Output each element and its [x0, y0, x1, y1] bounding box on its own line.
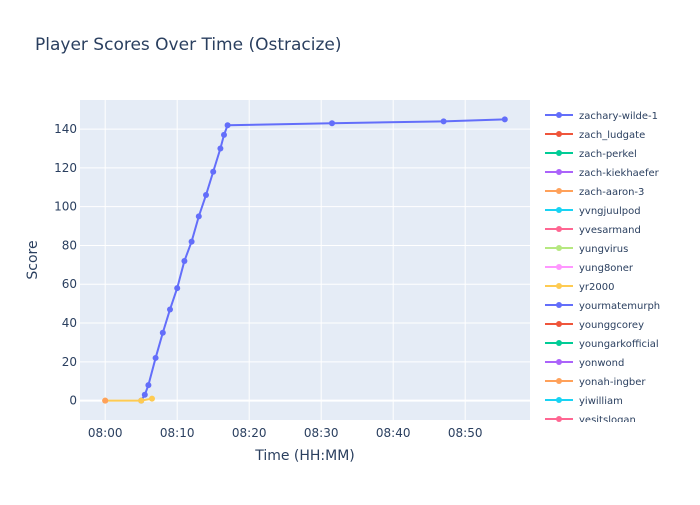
data-point	[203, 192, 209, 199]
legend-item[interactable]: yonah-ingber	[545, 377, 646, 388]
x-tick-label: 08:00	[88, 426, 123, 440]
legend-item[interactable]: zachary-wilde-1	[545, 111, 658, 122]
data-point	[501, 116, 508, 123]
legend-swatch-marker	[556, 359, 562, 365]
legend-swatch-marker	[556, 321, 562, 327]
y-axis-title: Score	[25, 240, 41, 279]
legend-swatch-marker	[556, 150, 562, 156]
series-line	[140, 118, 505, 402]
legend-swatch-marker	[556, 340, 562, 346]
legend-item[interactable]: yung8oner	[545, 263, 634, 274]
legend-swatch-marker	[556, 302, 562, 308]
legend-item[interactable]: zach-perkel	[545, 149, 637, 160]
x-tick-label: 08:10	[160, 426, 195, 440]
y-tick-label: 100	[54, 200, 77, 214]
data-point	[221, 131, 227, 138]
legend-item[interactable]: zach-kiekhaefer	[545, 168, 660, 179]
legend-label: yonwond	[579, 358, 624, 369]
legend-item[interactable]: yonwond	[545, 358, 624, 369]
y-tick-label: 40	[62, 316, 77, 330]
y-tick-label: 60	[62, 277, 77, 291]
data-point	[181, 257, 188, 264]
legend-label: zach_ludgate	[579, 130, 645, 141]
data-point	[102, 397, 109, 404]
legend-swatch-marker	[556, 226, 562, 232]
x-tick-label: 08:30	[304, 426, 339, 440]
data-point	[224, 122, 231, 129]
legend-item[interactable]: youngarkofficial	[545, 339, 659, 350]
legend-item[interactable]: zach-aaron-3	[545, 187, 644, 198]
legend-swatch-marker	[556, 378, 562, 384]
x-tick-label: 08:50	[448, 426, 483, 440]
legend-item[interactable]: yungvirus	[545, 244, 628, 255]
legend-item[interactable]: yesitslogan	[545, 415, 636, 426]
legend-item[interactable]: younggcorey	[545, 320, 644, 331]
data-point	[167, 306, 173, 313]
legend-label: yonah-ingber	[579, 377, 646, 388]
legend-swatch-marker	[556, 397, 562, 403]
legend-swatch-marker	[556, 416, 562, 422]
legend-item[interactable]: yvesarmand	[545, 225, 641, 236]
data-point	[174, 285, 181, 292]
data-point	[138, 397, 145, 404]
legend-item[interactable]: yvngjuulpod	[545, 206, 641, 217]
data-point	[329, 120, 335, 127]
legend-swatch-marker	[556, 264, 562, 270]
series-zachary-wilde-1	[138, 116, 508, 404]
legend-label: yvesarmand	[579, 225, 641, 236]
legend-label: youngarkofficial	[579, 339, 659, 350]
legend-swatch-marker	[556, 112, 562, 118]
y-tick-label: 120	[54, 161, 77, 175]
legend-swatch-marker	[556, 245, 562, 251]
legend-label: zach-perkel	[579, 149, 637, 160]
legend-label: yvngjuulpod	[579, 206, 641, 217]
legend-swatch-marker	[556, 169, 562, 175]
data-point	[149, 395, 155, 402]
series-zach-aaron-3	[102, 397, 109, 404]
data-point	[141, 391, 148, 398]
x-axis-title: Time (HH:MM)	[254, 448, 355, 464]
x-tick-label: 08:20	[232, 426, 267, 440]
chart-title: Player Scores Over Time (Ostracize)	[35, 35, 342, 55]
y-tick-label: 0	[69, 394, 77, 408]
legend-swatch-marker	[556, 283, 562, 289]
legend[interactable]: zachary-wilde-1 zach_ludgate zach-perkel za…	[545, 111, 660, 426]
data-point	[152, 354, 159, 361]
data-point	[195, 213, 202, 220]
x-tick-label: 08:40	[376, 426, 411, 440]
legend-swatch-marker	[556, 207, 562, 213]
legend-label: zachary-wilde-1	[579, 111, 658, 122]
legend-swatch-marker	[556, 131, 562, 137]
legend-label: yourmatemurph	[579, 301, 660, 312]
data-point	[159, 329, 166, 336]
data-point	[210, 168, 217, 175]
y-tick-label: 20	[62, 355, 77, 369]
data-point	[145, 382, 152, 389]
legend-label: yung8oner	[579, 263, 634, 274]
legend-swatch-marker	[556, 188, 562, 194]
legend-label: zach-kiekhaefer	[579, 168, 660, 179]
data-point	[217, 145, 224, 152]
legend-item[interactable]: yiwilliam	[545, 396, 623, 407]
legend-label: yungvirus	[579, 244, 628, 255]
legend-label: zach-aaron-3	[579, 187, 644, 198]
legend-label: yr2000	[579, 282, 614, 293]
y-tick-label: 140	[54, 122, 77, 136]
data-point	[188, 238, 195, 245]
y-tick-label: 80	[62, 238, 77, 252]
legend-item[interactable]: yourmatemurph	[545, 301, 660, 312]
gridlines	[80, 100, 530, 420]
legend-item[interactable]: zach_ludgate	[545, 130, 645, 141]
legend-label: younggcorey	[579, 320, 644, 331]
series-layer	[102, 116, 508, 404]
plot-area	[80, 100, 530, 420]
tick-labels: 0 20 40 60 80 100 120 140 08:00 08:10 08:20 08:30 08…	[54, 122, 482, 440]
data-point	[440, 118, 447, 125]
legend-label: yesitslogan	[579, 415, 636, 426]
legend-item[interactable]: yr2000	[545, 282, 614, 293]
legend-label: yiwilliam	[579, 396, 623, 407]
